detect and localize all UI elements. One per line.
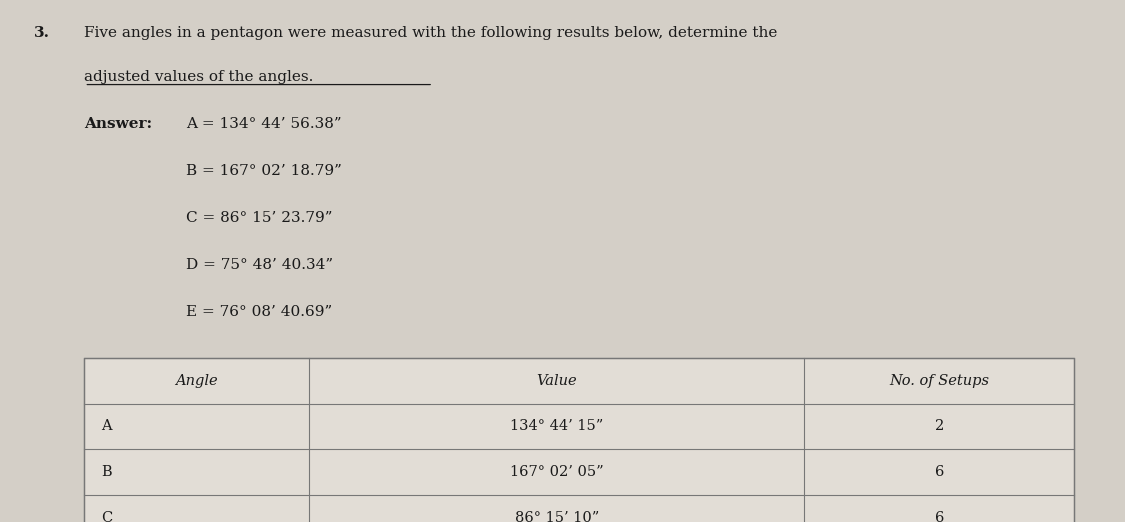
Text: Answer:: Answer: [84,117,153,132]
Text: adjusted values of the angles.: adjusted values of the angles. [84,70,314,85]
Text: B: B [101,466,111,479]
Text: No. of Setups: No. of Setups [890,374,989,387]
Text: Value: Value [537,374,577,387]
Text: 86° 15’ 10”: 86° 15’ 10” [515,512,598,522]
Text: B = 167° 02’ 18.79”: B = 167° 02’ 18.79” [186,164,342,179]
Text: 6: 6 [935,466,944,479]
Text: 3.: 3. [34,26,50,40]
FancyBboxPatch shape [84,358,1074,522]
Text: E = 76° 08’ 40.69”: E = 76° 08’ 40.69” [186,305,332,319]
Text: C = 86° 15’ 23.79”: C = 86° 15’ 23.79” [186,211,332,226]
Text: 134° 44’ 15”: 134° 44’ 15” [511,420,603,433]
Text: 167° 02’ 05”: 167° 02’ 05” [510,466,604,479]
Text: A: A [101,420,111,433]
Text: Angle: Angle [176,374,218,387]
Text: A = 134° 44’ 56.38”: A = 134° 44’ 56.38” [186,117,341,132]
Text: D = 75° 48’ 40.34”: D = 75° 48’ 40.34” [186,258,333,272]
Text: 2: 2 [935,420,944,433]
Text: Five angles in a pentagon were measured with the following results below, determ: Five angles in a pentagon were measured … [84,26,777,40]
Text: 6: 6 [935,512,944,522]
Text: C: C [101,512,113,522]
